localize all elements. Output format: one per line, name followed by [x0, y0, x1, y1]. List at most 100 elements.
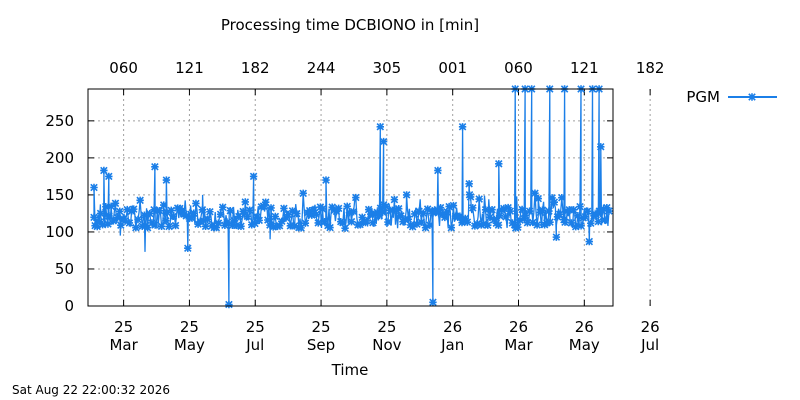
- data-point: [585, 237, 594, 246]
- data-point: [341, 224, 349, 232]
- data-point: [282, 214, 290, 222]
- data-point: [434, 166, 442, 175]
- x-top-tick-label: 244: [307, 59, 336, 77]
- y-tick-label: 0: [64, 297, 74, 315]
- data-point: [117, 221, 125, 229]
- data-point: [239, 207, 247, 216]
- data-point: [362, 217, 371, 225]
- data-point: [456, 212, 464, 220]
- data-point: [320, 217, 329, 226]
- data-point: [369, 218, 377, 227]
- data-point: [339, 218, 347, 227]
- x-tick-label-month: Jul: [245, 336, 264, 354]
- data-point: [98, 220, 107, 229]
- x-tick-label-day: 25: [377, 318, 396, 336]
- data-point: [529, 218, 537, 227]
- ticks: [88, 89, 651, 307]
- x-axis-title: Time: [331, 361, 369, 379]
- data-point: [123, 205, 132, 214]
- data-point: [552, 233, 561, 241]
- data-point: [397, 212, 405, 220]
- data-point: [163, 208, 171, 217]
- y-tick-label: 250: [45, 112, 74, 130]
- data-point: [136, 196, 144, 205]
- x-top-tick-label: 060: [109, 59, 138, 77]
- data-point: [105, 172, 113, 181]
- data-point: [461, 214, 469, 223]
- timestamp: Sat Aug 22 22:00:32 2026: [12, 383, 170, 397]
- data-point: [376, 204, 385, 212]
- y-tick-label: 50: [55, 260, 74, 278]
- data-point: [576, 202, 584, 211]
- data-point: [356, 220, 364, 229]
- data-point: [500, 204, 508, 213]
- data-point: [545, 207, 553, 215]
- data-point: [121, 217, 129, 225]
- data-point: [579, 214, 588, 222]
- data-point: [305, 206, 314, 215]
- data-point: [277, 217, 286, 226]
- data-point: [565, 206, 574, 214]
- data-point: [102, 202, 110, 211]
- data-point: [534, 194, 543, 203]
- data-point: [431, 206, 439, 215]
- data-point: [408, 222, 417, 231]
- x-tick-label-day: 25: [312, 318, 331, 336]
- legend-marker: [748, 93, 756, 101]
- data-point: [267, 204, 275, 212]
- data-point: [178, 206, 186, 215]
- x-tick-label-day: 25: [180, 318, 199, 336]
- data-point: [343, 202, 351, 211]
- data-point: [495, 211, 504, 220]
- x-tick-label-month: Sep: [307, 336, 335, 354]
- data-point: [151, 162, 159, 171]
- data-point: [502, 213, 510, 221]
- data-point: [259, 202, 268, 210]
- x-tick-label-month: Nov: [372, 336, 401, 354]
- data-point: [375, 211, 384, 220]
- data-point: [390, 195, 399, 204]
- data-point: [394, 204, 403, 213]
- data-point: [583, 207, 592, 215]
- data-point: [402, 191, 411, 199]
- data-point: [477, 221, 486, 229]
- data-point: [384, 218, 392, 226]
- data-point: [245, 206, 254, 214]
- x-top-tick-label: 182: [241, 59, 270, 77]
- data-point: [132, 223, 140, 232]
- data-point: [334, 204, 343, 213]
- data-point: [275, 221, 284, 230]
- data-point: [171, 221, 180, 230]
- data-point: [318, 205, 327, 213]
- data-point: [520, 214, 529, 223]
- data-point: [597, 143, 605, 151]
- data-point: [417, 218, 426, 226]
- y-tick-label: 100: [45, 223, 74, 241]
- y-tick-label: 200: [45, 149, 74, 167]
- x-top-tick-label: 121: [175, 59, 204, 77]
- data-point: [413, 220, 421, 228]
- data-point: [111, 199, 120, 208]
- data-point: [162, 176, 171, 184]
- data-point: [465, 180, 473, 188]
- data-point: [433, 205, 442, 214]
- data-point: [577, 222, 585, 230]
- data-point: [379, 137, 388, 146]
- data-point: [187, 214, 196, 222]
- data-point: [290, 222, 299, 230]
- data-point: [590, 212, 598, 220]
- data-point: [376, 123, 385, 131]
- data-point: [426, 221, 434, 229]
- data-point: [581, 213, 590, 221]
- y-tick-label: 150: [45, 186, 74, 204]
- data-point: [494, 160, 503, 168]
- data-point: [230, 217, 239, 225]
- x-tick-label-day: 26: [509, 318, 528, 336]
- data-point: [445, 202, 453, 211]
- data-point: [415, 207, 423, 216]
- data-point: [113, 214, 122, 222]
- data-point: [165, 222, 173, 231]
- data-point: [538, 206, 547, 214]
- data-point: [237, 222, 245, 231]
- data-point: [506, 207, 515, 215]
